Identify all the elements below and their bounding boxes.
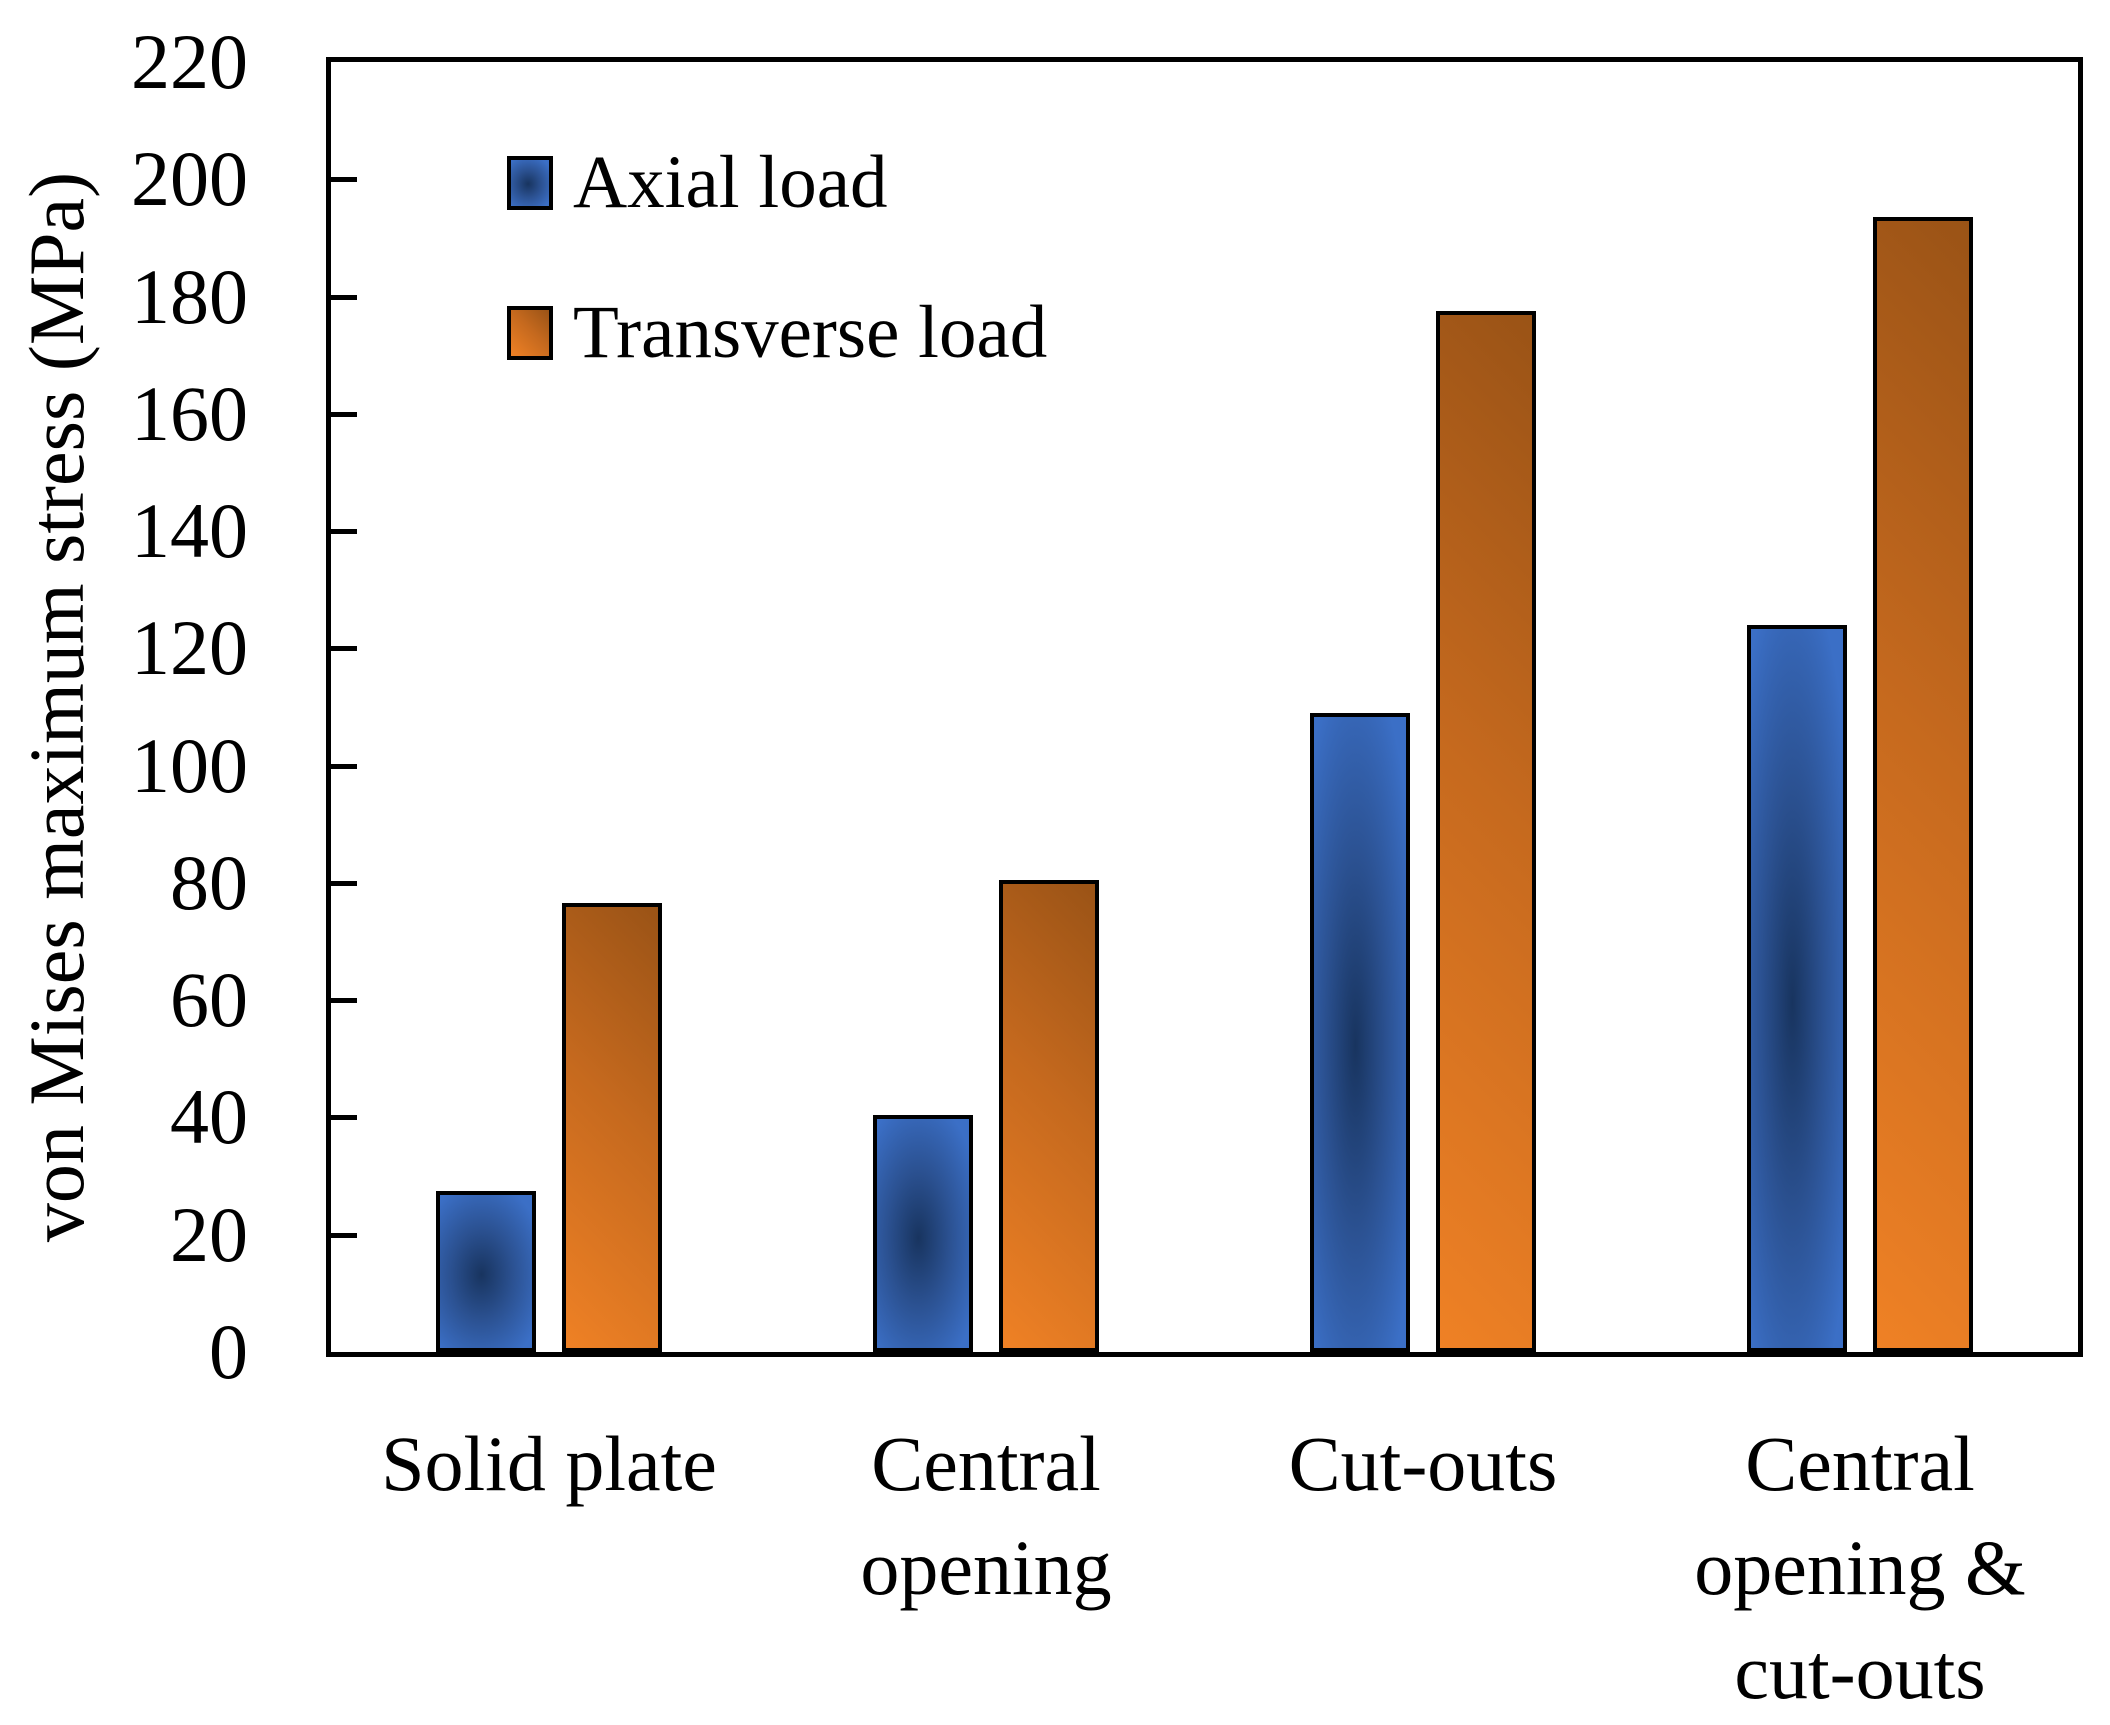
legend-label-transverse-load: Transverse load <box>573 291 1048 374</box>
legend-item-transverse-load: Transverse load <box>507 293 1047 373</box>
x-label-central-opening: Central opening <box>766 1412 1206 1620</box>
legend-item-axial-load: Axial load <box>507 143 888 223</box>
y-tick-label-180: 180 <box>131 252 248 340</box>
y-tick-label-200: 200 <box>131 135 248 223</box>
legend-label-axial-load: Axial load <box>573 141 888 224</box>
y-tick-80 <box>331 880 357 886</box>
x-label-line: Central <box>1745 1420 1975 1507</box>
x-label-line: opening & <box>1694 1524 2026 1611</box>
y-tick-180 <box>331 294 357 300</box>
y-tick-label-160: 160 <box>131 369 248 457</box>
x-label-line: Cut-outs <box>1288 1420 1558 1507</box>
y-tick-40 <box>331 1115 357 1121</box>
legend-swatch-axial-load <box>507 156 553 210</box>
y-tick-label-220: 220 <box>131 18 248 105</box>
x-label-cut-outs: Cut-outs <box>1203 1412 1643 1516</box>
y-tick-label-120: 120 <box>131 604 248 692</box>
bar-axial-load-central-opening-cut-outs <box>1747 625 1847 1352</box>
bar-transverse-load-central-opening-cut-outs <box>1873 217 1973 1352</box>
x-label-line: Central <box>871 1420 1101 1507</box>
y-tick-60 <box>331 998 357 1004</box>
y-tick-120 <box>331 646 357 652</box>
y-tick-label-60: 60 <box>170 956 248 1044</box>
x-label-solid-plate: Solid plate <box>329 1412 769 1516</box>
y-tick-100 <box>331 763 357 769</box>
y-tick-label-100: 100 <box>131 721 248 809</box>
y-tick-140 <box>331 529 357 535</box>
bar-axial-load-cut-outs <box>1310 713 1410 1352</box>
plot-area: Axial load Transverse load <box>326 57 2083 1357</box>
x-label-line: opening <box>860 1524 1112 1611</box>
y-tick-160 <box>331 411 357 417</box>
legend-swatch-transverse-load <box>507 306 553 360</box>
bar-axial-load-central-opening <box>873 1115 973 1352</box>
bar-axial-load-solid-plate <box>436 1191 536 1352</box>
y-tick-label-40: 40 <box>170 1073 248 1161</box>
x-label-central-opening-cut-outs: Central opening & cut-outs <box>1640 1412 2080 1724</box>
y-tick-200 <box>331 177 357 183</box>
y-tick-label-0: 0 <box>209 1308 248 1395</box>
x-label-line: cut-outs <box>1734 1628 1986 1715</box>
y-tick-label-80: 80 <box>170 838 248 926</box>
y-tick-label-20: 20 <box>170 1190 248 1278</box>
y-tick-label-140: 140 <box>131 487 248 575</box>
y-tick-20 <box>331 1232 357 1238</box>
bar-transverse-load-central-opening <box>999 880 1099 1352</box>
x-label-line: Solid plate <box>381 1420 717 1507</box>
bar-transverse-load-solid-plate <box>562 903 662 1352</box>
bar-transverse-load-cut-outs <box>1436 311 1536 1352</box>
